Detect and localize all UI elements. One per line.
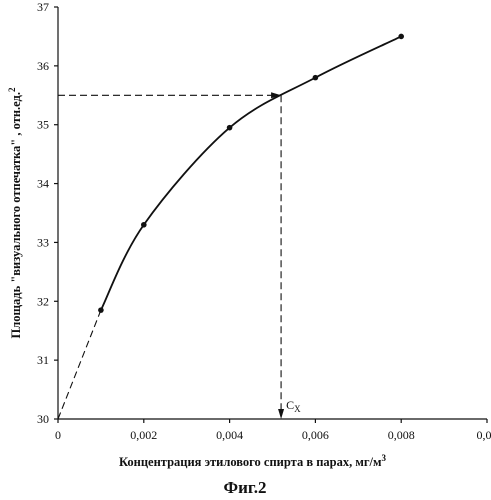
cx-annotation: CX	[286, 398, 301, 414]
figure-caption: Фиг.2	[224, 478, 267, 497]
cx-annotation-sub: X	[294, 404, 301, 414]
x-axis-label-sup: 3	[382, 453, 387, 463]
data-points	[98, 33, 405, 313]
data-point	[312, 74, 319, 81]
y-axis-label-main: Площадь "визуального отпечатка" , отн.ед…	[9, 92, 23, 339]
data-point	[141, 221, 147, 228]
x-axis-label: Концентрация этилового спирта в парах, м…	[119, 453, 387, 469]
x-axis-label-main: Концентрация этилового спирта в парах, м…	[119, 455, 382, 469]
axes: 30 31 32 33 34 35 36 37 0 0,002 0,004 0,006 0,008 0,…	[37, 0, 491, 442]
cx-annotation-main: C	[286, 398, 294, 412]
data-point	[226, 124, 233, 131]
data-point	[398, 33, 405, 40]
y-tick-label: 35	[37, 118, 49, 132]
extrapolation-dashed-line	[57, 309, 102, 420]
x-tick-label: 0,01	[477, 428, 491, 442]
y-tick-label: 30	[37, 412, 49, 426]
x-tick-label: 0,006	[302, 428, 329, 442]
y-axis-label: Площадь "визуального отпечатка" , отн.ед…	[7, 87, 23, 339]
y-ticks: 30 31 32 33 34 35 36 37	[37, 0, 58, 426]
y-tick-label: 37	[37, 0, 49, 14]
y-tick-label: 31	[37, 353, 49, 367]
arrow-head-horizontal	[271, 92, 282, 99]
x-tick-label: 0,004	[216, 428, 243, 442]
x-tick-label: 0,002	[130, 428, 157, 442]
x-ticks: 0 0,002 0,004 0,006 0,008 0,01	[55, 419, 491, 442]
fitted-curve	[100, 35, 402, 311]
plot-area: CX	[57, 33, 405, 420]
y-tick-label: 36	[37, 59, 49, 73]
arrow-head-vertical	[278, 409, 285, 419]
y-tick-label: 32	[37, 294, 49, 308]
y-axis-label-sup: 2	[7, 87, 17, 92]
y-tick-label: 34	[37, 177, 49, 191]
x-tick-label: 0	[55, 428, 61, 442]
y-tick-label: 33	[37, 235, 49, 249]
x-tick-label: 0,008	[388, 428, 415, 442]
data-point	[98, 307, 104, 313]
